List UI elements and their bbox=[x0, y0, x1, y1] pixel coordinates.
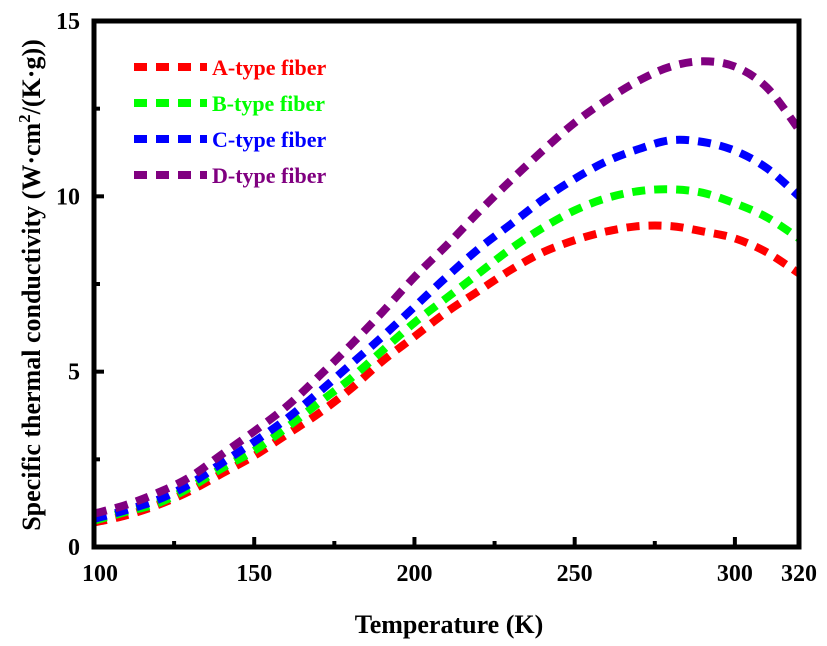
y-tick-label-15: 15 bbox=[56, 9, 80, 35]
plot-lines bbox=[92, 57, 803, 527]
legend-item: A-type fiber bbox=[134, 55, 326, 80]
x-tick-label-300: 300 bbox=[717, 561, 753, 587]
legend-label: B-type fiber bbox=[212, 91, 325, 116]
y-axis-title-main: Specific thermal conductivity (W·cm bbox=[17, 122, 46, 530]
legend-label: D-type fiber bbox=[212, 163, 326, 188]
series-line-b bbox=[92, 185, 802, 525]
series-line-d bbox=[92, 57, 803, 518]
series-line-c bbox=[92, 135, 802, 523]
x-tick-label-250: 250 bbox=[557, 561, 593, 587]
x-tick-label-150: 150 bbox=[236, 561, 272, 587]
x-tick-label-320: 320 bbox=[781, 561, 817, 587]
legend-item: C-type fiber bbox=[134, 127, 326, 152]
y-axis-title-sup: 2 bbox=[15, 114, 34, 123]
y-tick-label-5: 5 bbox=[68, 360, 80, 386]
x-tick-label-100: 100 bbox=[82, 561, 118, 587]
series-line-a bbox=[93, 221, 802, 527]
y-tick-label-0: 0 bbox=[68, 535, 80, 561]
legend: A-type fiber B-type fiber C-type fiber D-ty… bbox=[134, 55, 326, 188]
y-tick-labels: 0 5 10 15 bbox=[56, 9, 80, 561]
x-axis-title: Temperature (K) bbox=[355, 610, 543, 639]
legend-item: B-type fiber bbox=[134, 91, 325, 116]
y-axis-title-tail: /(K·g)) bbox=[17, 39, 46, 115]
legend-label: C-type fiber bbox=[212, 127, 326, 152]
y-tick-label-10: 10 bbox=[56, 184, 80, 210]
y-axis-title: Specific thermal conductivity (W·cm2/(K·… bbox=[15, 39, 46, 531]
legend-item: D-type fiber bbox=[134, 163, 326, 188]
x-tick-label-200: 200 bbox=[396, 561, 432, 587]
legend-label: A-type fiber bbox=[212, 55, 326, 80]
x-tick-labels: 100 150 200 250 300 320 bbox=[82, 561, 817, 587]
axis-ticks bbox=[92, 19, 737, 549]
